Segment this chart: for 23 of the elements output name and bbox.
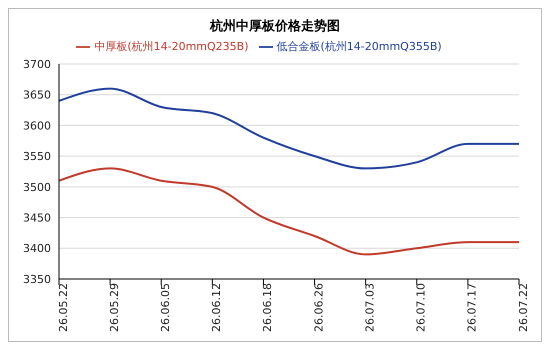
x-tick-label: 26.07.22 xyxy=(516,283,530,332)
x-tick-label: 26.05.29 xyxy=(108,283,121,332)
y-tick-label: 3450 xyxy=(23,211,51,224)
x-tick-label: 26.07.03 xyxy=(363,283,376,332)
legend-label: 低合金板(杭州14-20mmQ355B) xyxy=(276,40,442,53)
x-tick-label: 26.05.22 xyxy=(56,283,70,332)
y-tick-label: 3350 xyxy=(23,272,51,286)
x-tick-label: 26.06.18 xyxy=(261,283,274,332)
chart-title: 杭州中厚板价格走势图 xyxy=(208,18,341,35)
line-series xyxy=(58,88,520,170)
y-tick-label: 3500 xyxy=(23,180,51,194)
y-tick-label: 3400 xyxy=(23,242,51,256)
line-series xyxy=(58,167,520,256)
y-tick-label: 3600 xyxy=(23,119,51,132)
y-tick-label: 3550 xyxy=(23,150,51,164)
y-tick-label: 3700 xyxy=(23,58,51,71)
x-tick-label: 26.06.26 xyxy=(312,283,326,332)
x-tick-label: 26.07.10 xyxy=(414,283,428,332)
x-tick-label: 26.06.05 xyxy=(159,283,172,332)
x-tick-label: 26.06.12 xyxy=(210,283,224,332)
y-tick-label: 3650 xyxy=(23,88,51,102)
x-tick-label: 26.07.17 xyxy=(466,283,479,332)
legend-label: 中厚板(杭州14-20mmQ235B) xyxy=(94,40,248,53)
